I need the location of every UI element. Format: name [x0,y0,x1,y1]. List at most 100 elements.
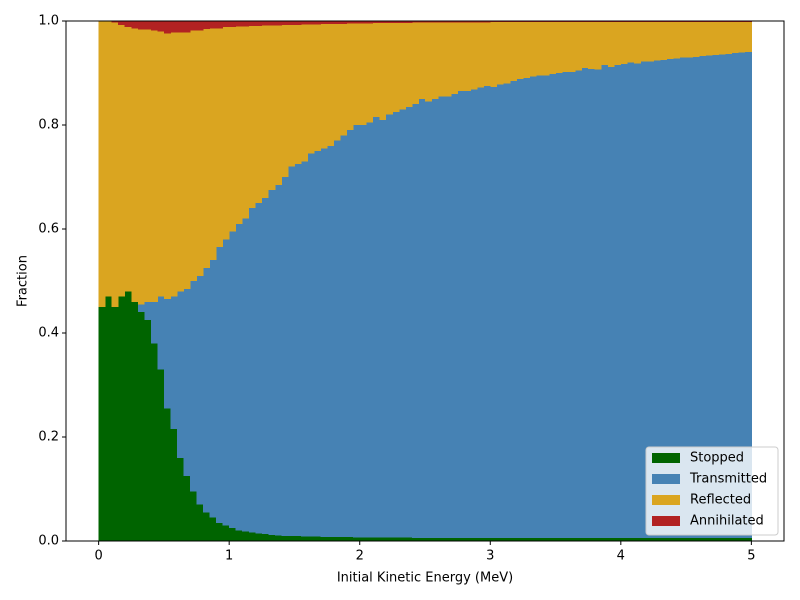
histogram-bar [137,21,145,30]
histogram-bar [196,30,204,276]
histogram-bar [438,537,445,541]
histogram-bar [274,535,282,541]
histogram-bar [594,69,602,538]
histogram-bar [744,21,752,23]
histogram-bar [229,528,237,541]
histogram-bar [555,73,563,538]
histogram-bar [314,21,321,25]
histogram-bar [705,537,713,541]
histogram-bar [549,22,556,75]
histogram-bar [451,537,459,541]
histogram-bar [731,22,739,54]
histogram-bar [333,21,341,25]
histogram-bar [144,301,152,320]
histogram-bar [261,534,269,541]
histogram-bar [490,22,498,88]
histogram-bar [705,21,713,23]
histogram-bar [203,28,210,268]
histogram-bar [131,21,139,29]
histogram-bar [281,21,289,26]
histogram-bar [163,299,171,409]
histogram-bar [555,537,563,541]
histogram-bar [659,21,667,23]
histogram-bar [98,307,106,541]
histogram-bar [353,23,361,126]
histogram-bar [614,65,622,538]
histogram-bar [516,21,524,23]
histogram-bar [314,536,321,541]
histogram-bar [137,29,145,305]
histogram-bar [712,537,720,541]
histogram-bar [438,22,445,97]
histogram-bar [503,537,511,541]
histogram-bar [640,22,648,62]
histogram-bar [372,117,380,538]
histogram-bar [372,21,380,24]
histogram-bar [535,22,543,76]
histogram-bar [646,61,654,538]
legend-box [645,446,779,536]
histogram-bar [274,21,282,26]
histogram-bar [255,533,263,541]
histogram-bar [222,525,230,541]
histogram-bar [203,512,210,541]
histogram-bar [692,22,700,57]
histogram-bar [620,21,628,23]
y-tick-label: 0.6 [38,222,59,237]
histogram-bar [503,21,511,23]
histogram-bar [679,22,687,58]
histogram-bar [425,22,432,102]
histogram-bar [327,24,335,146]
histogram-bar [666,58,674,538]
histogram-bar [542,75,550,538]
histogram-bar [222,21,230,28]
histogram-bar [287,166,295,536]
histogram-bar [372,23,380,118]
histogram-bar [235,530,243,541]
histogram-bar [163,408,171,541]
histogram-bar [477,537,485,541]
histogram-bar [131,301,139,541]
histogram-bar [686,22,694,58]
histogram-bar [320,21,328,25]
histogram-bar [242,26,250,219]
histogram-bar [653,21,661,23]
histogram-bar [483,537,491,541]
histogram-bar [242,531,250,541]
histogram-bar [725,53,733,538]
histogram-bar [411,537,419,541]
histogram-bar [444,22,452,97]
histogram-bar [216,21,224,29]
histogram-bar [425,101,432,538]
y-tick-label: 0.8 [38,118,59,133]
histogram-bar [425,21,432,23]
histogram-bar [314,151,321,537]
histogram-bar [150,30,158,302]
histogram-bar [150,343,158,541]
histogram-bar [718,537,726,541]
histogram-bar [346,23,354,131]
histogram-bar [620,537,628,541]
histogram-bar [287,21,295,26]
histogram-bar [431,99,439,538]
histogram-bar [444,96,452,538]
histogram-bar [581,537,589,541]
histogram-bar [607,66,615,538]
histogram-bar [411,22,419,105]
histogram-bar [353,21,361,24]
histogram-bar [581,67,589,538]
histogram-bar [281,177,289,536]
histogram-bar [699,537,707,541]
histogram-bar [405,21,413,24]
histogram-bar [627,62,635,538]
histogram-bar [431,537,439,541]
histogram-bar [666,22,674,59]
histogram-bar [190,30,197,281]
histogram-bar [203,21,210,29]
histogram-bar [627,21,635,23]
histogram-bar [366,122,374,538]
legend-label: Stopped [690,451,744,466]
histogram-bar [712,22,720,55]
histogram-bar [327,145,335,537]
histogram-bar [738,21,746,23]
